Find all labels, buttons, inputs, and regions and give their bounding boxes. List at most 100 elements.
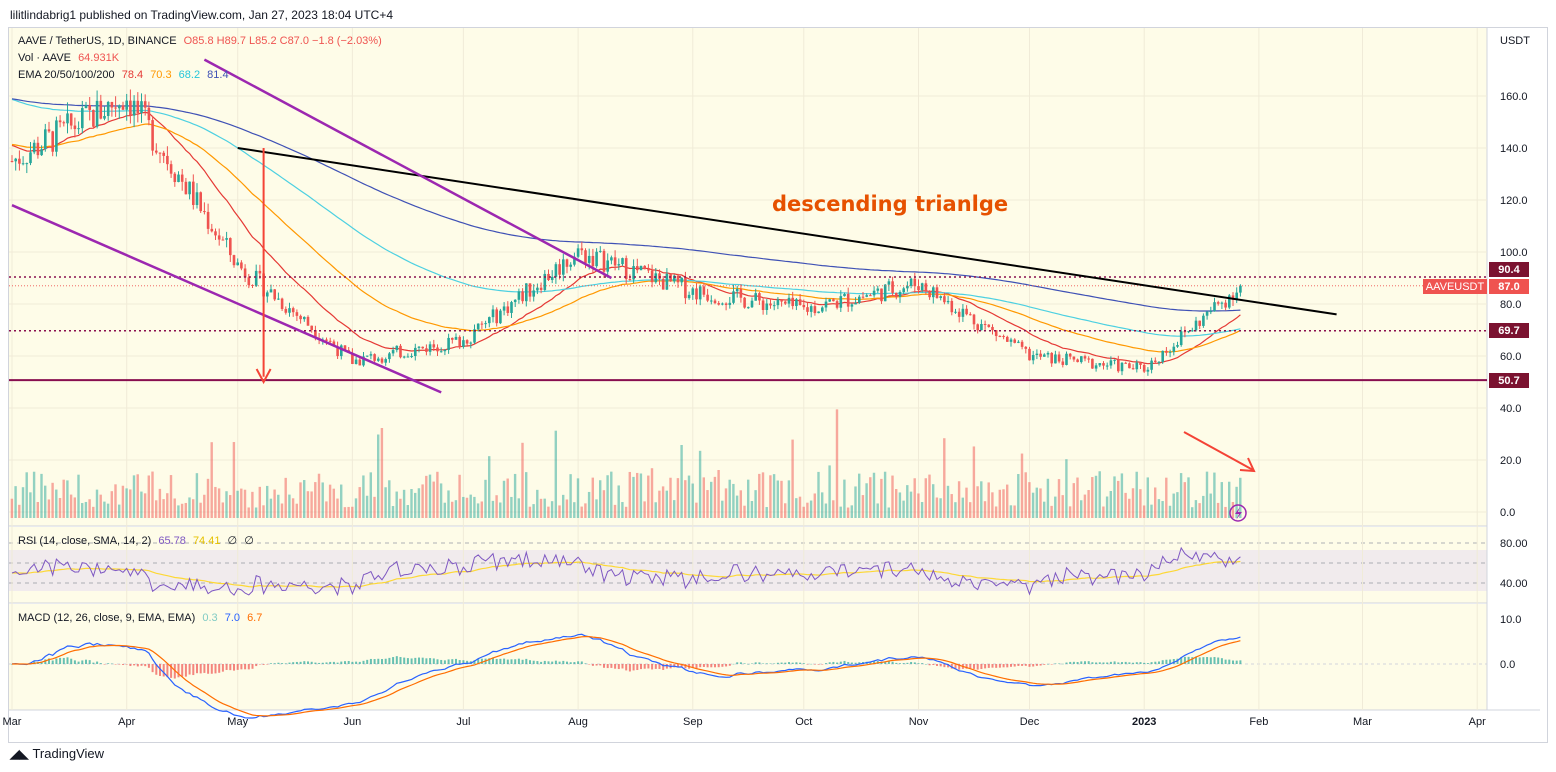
candle-body [402, 356, 406, 358]
macd-histogram-bar [817, 664, 820, 665]
volume-bar [480, 501, 483, 518]
candle-body [965, 308, 968, 315]
macd-histogram-bar [947, 664, 950, 668]
macd-histogram-bar [1076, 662, 1079, 664]
macd-histogram-bar [129, 664, 132, 667]
volume-bar [1183, 482, 1186, 518]
macd-histogram-bar [159, 664, 161, 676]
volume-bar [18, 504, 21, 518]
volume-bar [506, 478, 509, 518]
candle-body [880, 288, 883, 302]
macd-histogram-bar [987, 664, 990, 668]
candle-body [1017, 341, 1020, 343]
candle-body [1061, 361, 1065, 365]
volume-bar [750, 501, 754, 518]
volume-bar [550, 501, 554, 518]
macd-histogram-bar [843, 660, 846, 664]
legend-rsi-ma: 74.41 [192, 535, 221, 547]
macd-histogram-bar [399, 657, 402, 664]
candle-body [214, 231, 217, 236]
volume-bar [584, 503, 587, 518]
candle-body [876, 288, 880, 291]
price-tick: 20.0 [1500, 455, 1521, 467]
volume-bar [1020, 453, 1024, 518]
macd-histogram-bar [784, 662, 787, 664]
macd-histogram-bar [1143, 662, 1146, 664]
macd-histogram-bar [943, 664, 946, 668]
macd-histogram-bar [521, 659, 524, 664]
candle-body [1117, 359, 1120, 372]
candle-body [532, 290, 535, 297]
candle-body [846, 293, 850, 307]
volume-bar [1128, 498, 1131, 518]
volume-bar [732, 483, 735, 518]
volume-bar [362, 475, 365, 518]
candle-body [188, 181, 191, 195]
candle-body [484, 323, 487, 325]
volume-bar [1024, 472, 1027, 518]
macd-histogram-bar [921, 663, 924, 664]
macd-histogram-bar [244, 664, 247, 670]
candle-body [395, 345, 399, 351]
volume-bar [576, 478, 580, 518]
volume-bar [987, 482, 990, 518]
macd-histogram-bar [684, 664, 687, 669]
candle-body [1013, 339, 1016, 343]
volume-bar [747, 479, 750, 518]
macd-histogram-bar [1028, 664, 1031, 667]
candle-body [1094, 365, 1098, 369]
candle-body [780, 299, 783, 302]
candle-body [957, 311, 961, 317]
macd-histogram-bar [854, 662, 857, 664]
candle-body [40, 149, 43, 156]
volume-bar [410, 489, 413, 518]
candle-body [310, 325, 313, 331]
candle-body [421, 346, 424, 349]
candle-body [739, 288, 743, 298]
time-tick: May [227, 716, 248, 728]
volume-bar [439, 483, 443, 518]
macd-histogram-bar [144, 664, 147, 667]
candle-body [610, 257, 613, 261]
volume-bar [266, 485, 269, 518]
volume-bar [388, 480, 391, 518]
candle-body [806, 307, 809, 312]
candle-body [295, 312, 299, 316]
macd-histogram-bar [736, 662, 739, 664]
candle-body [354, 359, 358, 364]
macd-histogram-bar [1032, 664, 1035, 667]
candle-body [758, 293, 761, 301]
candle-body [314, 330, 317, 339]
candle-body [1020, 341, 1024, 347]
macd-histogram-bar [873, 661, 876, 664]
candle-body [547, 273, 550, 281]
macd-histogram-bar [577, 661, 580, 664]
macd-histogram-bar [621, 664, 624, 669]
volume-bar [351, 506, 354, 518]
volume-bar [232, 442, 236, 518]
candle-body [502, 306, 506, 311]
candle-body [417, 346, 421, 348]
candle-body [595, 251, 598, 267]
volume-bar [702, 477, 705, 518]
rsi-tick: 80.00 [1500, 538, 1528, 550]
volume-bar [980, 481, 983, 518]
macd-histogram-bar [1235, 660, 1238, 664]
volume-bar [277, 494, 280, 518]
candle-body [883, 284, 887, 302]
macd-histogram-bar [114, 664, 117, 665]
candle-body [25, 163, 29, 165]
candle-body [717, 303, 720, 305]
volume-bar [1068, 506, 1072, 518]
time-tick: Sep [683, 716, 703, 728]
volume-bar [809, 500, 813, 518]
macd-histogram-bar [1195, 656, 1197, 664]
volume-bar [373, 496, 376, 518]
volume-bar [462, 496, 465, 518]
macd-histogram-bar [1183, 656, 1186, 664]
macd-histogram-bar [1128, 662, 1131, 664]
volume-bar [865, 483, 868, 518]
volume-bar [158, 488, 162, 518]
candle-body [425, 348, 428, 352]
